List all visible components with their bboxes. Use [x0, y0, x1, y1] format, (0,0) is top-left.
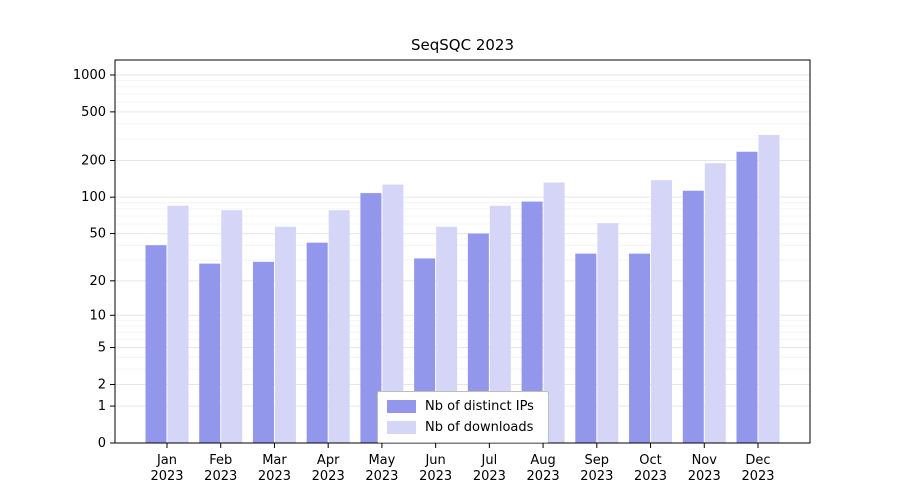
legend-swatch-downloads: [387, 421, 416, 434]
legend: Nb of distinct IPs Nb of downloads: [377, 391, 549, 443]
bar-downloads-jan: [167, 205, 189, 443]
x-tick-label: Nov 2023: [688, 453, 721, 484]
bar-distinct-ips-jul: [467, 233, 489, 443]
bar-downloads-nov: [704, 163, 726, 444]
x-tick-label: Feb 2023: [204, 453, 237, 484]
y-tick-label: 200: [81, 154, 106, 169]
x-tick-label: Oct 2023: [634, 453, 667, 484]
y-tick-label: 20: [89, 274, 106, 289]
y-tick-label: 1: [98, 399, 106, 414]
x-tick-label: Sep 2023: [580, 453, 613, 484]
x-tick-label: Apr 2023: [312, 453, 345, 484]
legend-swatch-distinct-ips: [387, 400, 416, 413]
chart-title: SeqSQC 2023: [410, 36, 514, 54]
y-tick-label: 50: [89, 227, 106, 242]
x-tick-label: Jul 2023: [473, 453, 506, 484]
y-tick-label: 100: [81, 190, 106, 205]
bar-distinct-ips-aug: [521, 201, 543, 443]
x-tick-label: Dec 2023: [741, 453, 774, 484]
y-tick-label: 500: [81, 105, 106, 120]
y-tick-label: 5: [98, 341, 106, 356]
bar-distinct-ips-dec: [736, 151, 758, 443]
bar-downloads-aug: [543, 182, 565, 443]
legend-label-downloads: Nb of downloads: [425, 420, 534, 435]
bar-downloads-feb: [221, 210, 243, 443]
bar-downloads-may: [382, 184, 404, 443]
x-tick-label: Mar 2023: [258, 453, 291, 484]
bar-downloads-apr: [328, 210, 350, 443]
bar-downloads-jul: [489, 205, 511, 443]
y-tick-label: 10: [89, 308, 106, 323]
bar-downloads-dec: [758, 134, 780, 443]
y-tick-label: 1000: [73, 68, 106, 83]
bar-distinct-ips-oct: [629, 253, 651, 443]
x-tick-label: Jun 2023: [419, 453, 452, 484]
bar-distinct-ips-jan: [145, 245, 167, 443]
legend-item-downloads: Nb of downloads: [387, 420, 534, 435]
bar-downloads-jun: [436, 226, 458, 443]
y-tick-label: 2: [98, 377, 106, 392]
bar-downloads-oct: [651, 180, 673, 443]
x-tick-label: Jan 2023: [150, 453, 183, 484]
bar-distinct-ips-apr: [306, 242, 328, 443]
legend-label-distinct-ips: Nb of distinct IPs: [425, 399, 534, 414]
bar-distinct-ips-mar: [252, 261, 274, 443]
bar-downloads-sep: [597, 223, 619, 443]
bar-distinct-ips-feb: [199, 263, 221, 443]
bar-distinct-ips-may: [360, 193, 382, 443]
bar-downloads-mar: [274, 226, 296, 443]
plot-border: [114, 59, 811, 444]
x-tick-label: Aug 2023: [527, 453, 560, 484]
bar-distinct-ips-nov: [682, 190, 704, 443]
bar-distinct-ips-sep: [575, 253, 597, 443]
legend-item-distinct-ips: Nb of distinct IPs: [387, 399, 534, 414]
x-tick-label: May 2023: [365, 453, 398, 484]
y-tick-label: 0: [98, 436, 106, 451]
